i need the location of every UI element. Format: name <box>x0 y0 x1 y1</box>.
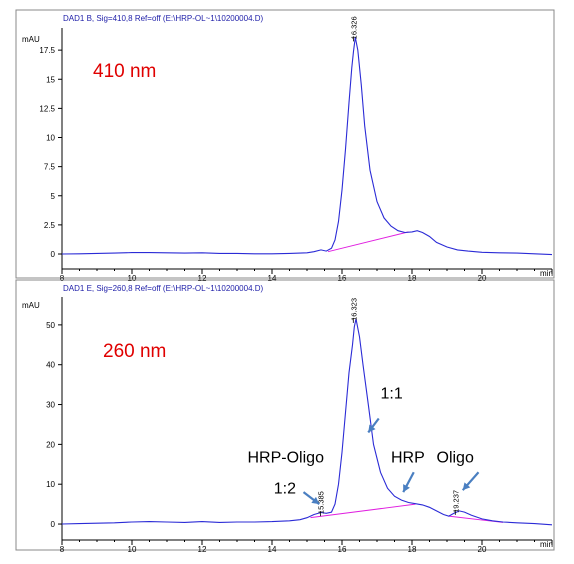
plot-area-260nm: 0 10 20 30 40 50 8 10 12 14 16 18 20 15.385 16.323 19.2… <box>46 297 553 554</box>
panel-410nm: DAD1 B, Sig=410,8 Ref=off (E:\HRP-OL~1\1… <box>15 9 555 283</box>
x-tick-label: 8 <box>60 274 65 283</box>
x-tick-label: 20 <box>478 545 487 554</box>
y-tick-label: 40 <box>46 361 55 370</box>
x-tick-label: 20 <box>478 274 487 283</box>
signal-trace <box>61 37 553 256</box>
wavelength-label: 410 nm <box>93 61 156 82</box>
x-tick-label: 10 <box>128 545 137 554</box>
x-axis-unit: min <box>540 540 553 549</box>
y-tick-label: 5 <box>51 192 56 201</box>
y-tick-label: 2.5 <box>44 221 56 230</box>
y-tick-label: 30 <box>46 401 55 410</box>
peak-label: 16.323 <box>349 298 358 321</box>
y-tick-label: 7.5 <box>44 163 56 172</box>
annotation-label: HRP <box>391 449 425 466</box>
panel-header: DAD1 E, Sig=260,8 Ref=off (E:\HRP-OL~1\1… <box>63 284 264 293</box>
integration-baseline <box>327 231 409 253</box>
annotation-label: HRP-Oligo <box>248 449 325 466</box>
x-tick-label: 14 <box>268 274 277 283</box>
peak-label: 19.237 <box>451 490 460 513</box>
x-tick-label: 12 <box>198 274 207 283</box>
peak-label: 15.385 <box>316 491 325 514</box>
y-axis-unit: mAU <box>22 301 40 310</box>
x-tick-label: 8 <box>60 545 65 554</box>
panel-frame <box>15 9 555 279</box>
annotation-label: 1:2 <box>274 480 296 497</box>
x-tick-label: 14 <box>268 545 277 554</box>
panel-frame <box>15 279 555 551</box>
annotation-arrowhead <box>311 496 320 505</box>
y-tick-label: 12.5 <box>39 104 55 113</box>
y-tick-label: 0 <box>51 520 56 529</box>
y-tick-label: 10 <box>46 480 55 489</box>
annotation-label: Oligo <box>437 449 474 466</box>
y-axis-unit: mAU <box>22 35 40 44</box>
panel-header: DAD1 B, Sig=410,8 Ref=off (E:\HRP-OL~1\1… <box>63 14 264 23</box>
annotation-arrowhead <box>403 484 410 493</box>
annotation-arrowhead <box>462 482 471 491</box>
integration-baseline <box>310 503 416 519</box>
annotation-arrowhead <box>368 424 376 433</box>
x-tick-label: 18 <box>408 274 417 283</box>
panel-260nm: DAD1 E, Sig=260,8 Ref=off (E:\HRP-OL~1\1… <box>15 279 555 554</box>
x-tick-label: 12 <box>198 545 207 554</box>
wavelength-label: 260 nm <box>103 341 166 362</box>
x-tick-label: 18 <box>408 545 417 554</box>
y-tick-label: 17.5 <box>39 46 55 55</box>
y-tick-label: 10 <box>46 134 55 143</box>
y-tick-label: 15 <box>46 75 55 84</box>
x-tick-label: 16 <box>338 274 347 283</box>
x-axis-unit: min <box>540 269 553 278</box>
peak-label: 16.326 <box>350 16 359 39</box>
signal-trace <box>61 318 553 526</box>
y-tick-label: 20 <box>46 440 55 449</box>
x-tick-label: 16 <box>338 545 347 554</box>
y-tick-label: 50 <box>46 321 55 330</box>
y-tick-label: 0 <box>51 250 56 259</box>
x-tick-label: 10 <box>128 274 137 283</box>
annotation-label: 1:1 <box>381 386 403 403</box>
plot-area-410nm: 0 2.5 5 7.5 10 12.5 15 17.5 8 10 12 14 16 18 20 16.326 <box>39 16 553 283</box>
